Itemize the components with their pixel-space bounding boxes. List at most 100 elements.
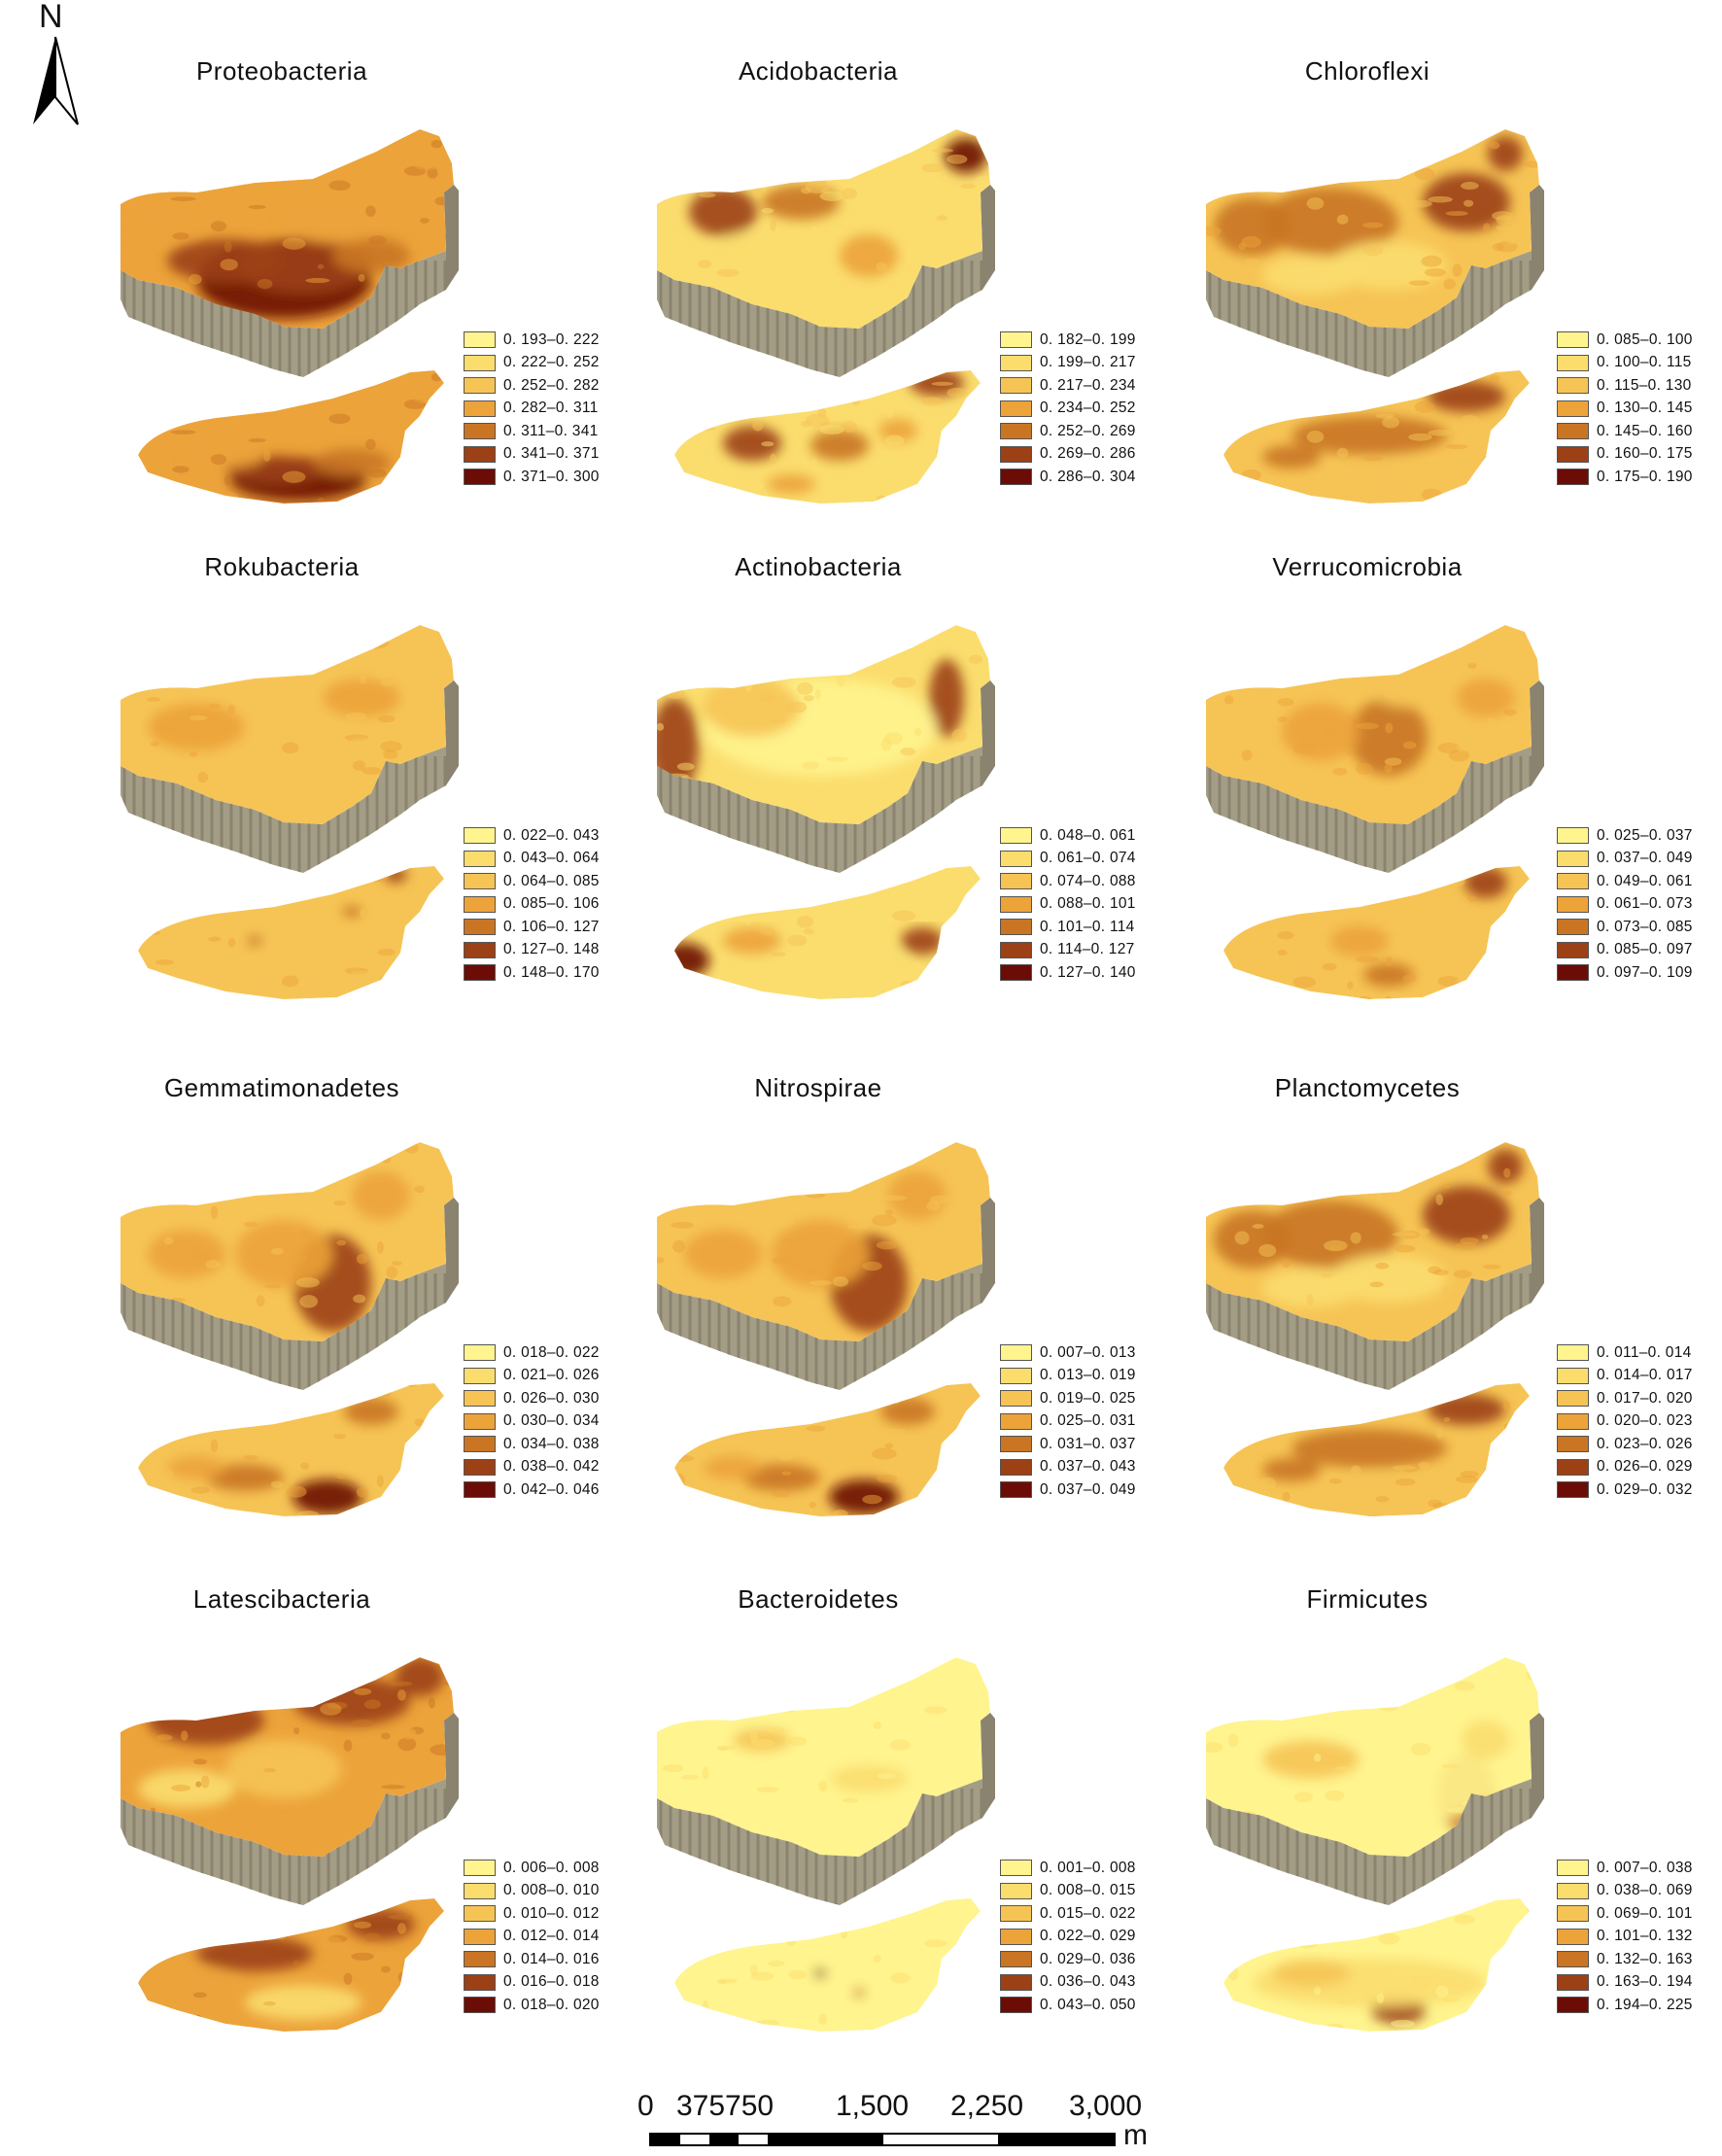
upper-surface [657,625,990,824]
panel-title: Rokubacteria [204,552,360,581]
legend-label: 0. 163–0. 194 [1597,1973,1693,1991]
relief-maps [1206,625,1544,999]
legend-swatch [1000,1481,1032,1499]
legend-swatch [464,895,496,913]
legend-label: 0. 199–0. 217 [1040,354,1136,371]
legend-swatch [1000,469,1032,486]
map-panel: Rokubacteria 0. 022–0. 043 0. 043–0. 064 0.… [117,552,680,1058]
legend-item: 0. 341–0. 371 [464,443,629,467]
map-panel: Firmicutes 0. 007–0. 038 0. 038–0. 069 0. 0… [1202,1584,1722,2090]
legend-item: 0. 013–0. 019 [1000,1365,1165,1388]
legend-swatch [1557,941,1589,958]
legend-item: 0. 222–0. 252 [464,352,629,375]
legend-swatch [1000,1412,1032,1430]
legend-label: 0. 030–0. 034 [503,1412,600,1430]
legend-item: 0. 038–0. 042 [464,1456,629,1479]
legend-item: 0. 085–0. 100 [1557,329,1722,352]
legend-item: 0. 145–0. 160 [1557,420,1722,443]
legend-label: 0. 019–0. 025 [1040,1389,1136,1407]
legend-label: 0. 100–0. 115 [1597,354,1692,371]
panel-title: Chloroflexi [1304,56,1430,86]
relief-maps [1206,1657,1544,2032]
legend-swatch [1557,331,1589,349]
legend-item: 0. 160–0. 175 [1557,443,1722,467]
legend-swatch [1557,873,1589,890]
legend-swatch [464,827,496,845]
north-label: N [39,0,63,35]
legend-label: 0. 061–0. 073 [1597,895,1693,913]
legend-label: 0. 008–0. 015 [1040,1882,1136,1899]
north-arrow-icon [33,36,79,125]
legend-item: 0. 008–0. 010 [464,1880,629,1903]
legend-item: 0. 175–0. 190 [1557,466,1722,489]
legend-swatch [1000,941,1032,958]
block-wall [657,1779,982,1905]
legend: 0. 007–0. 013 0. 013–0. 019 0. 019–0. 025 0… [1000,1341,1165,1502]
legend-label: 0. 127–0. 140 [1040,963,1136,981]
block-wall [121,747,446,873]
legend-swatch [1557,1436,1589,1453]
legend-item: 0. 234–0. 252 [1000,398,1165,421]
block-wall [1206,251,1532,377]
legend-swatch [1000,1951,1032,1968]
legend-item: 0. 049–0. 061 [1557,870,1722,893]
legend-label: 0. 023–0. 026 [1597,1435,1693,1452]
block-wall [1206,1779,1532,1905]
legend-label: 0. 194–0. 225 [1597,1996,1693,2013]
legend-item: 0. 007–0. 038 [1557,1857,1722,1880]
legend-item: 0. 064–0. 085 [464,870,629,893]
legend-item: 0. 199–0. 217 [1000,352,1165,375]
legend-item: 0. 018–0. 020 [464,1994,629,2017]
legend-label: 0. 145–0. 160 [1597,422,1693,439]
upper-surface [1206,625,1539,824]
legend-item: 0. 127–0. 140 [1000,961,1165,985]
legend-swatch [1557,354,1589,371]
legend-label: 0. 008–0. 010 [503,1882,600,1899]
upper-surface [121,129,454,329]
legend-swatch [1557,469,1589,486]
legend-item: 0. 022–0. 043 [464,824,629,848]
legend-label: 0. 088–0. 101 [1040,895,1136,913]
legend-label: 0. 010–0. 012 [503,1904,600,1922]
legend-label: 0. 127–0. 148 [503,941,600,958]
legend-item: 0. 074–0. 088 [1000,870,1165,893]
legend-label: 0. 101–0. 114 [1040,918,1135,935]
map-panel: Proteobacteria 0. 193–0. 222 0. 222–0. 252… [117,56,680,562]
panel-title: Nitrospirae [754,1073,882,1102]
block-wall [121,1264,446,1390]
legend-item: 0. 282–0. 311 [464,398,629,421]
legend-item: 0. 132–0. 163 [1557,1948,1722,1971]
legend-swatch [1000,827,1032,845]
legend-item: 0. 217–0. 234 [1000,374,1165,398]
legend-item: 0. 026–0. 030 [464,1387,629,1410]
scale-label: 2,250 [950,2090,1024,2122]
legend-label: 0. 020–0. 023 [1597,1412,1693,1430]
legend-swatch [464,919,496,936]
relief-maps [657,1657,995,2032]
legend-label: 0. 014–0. 016 [503,1950,600,1967]
legend-swatch [1000,1458,1032,1476]
legend-item: 0. 097–0. 109 [1557,961,1722,985]
legend-item: 0. 043–0. 064 [464,848,629,871]
lower-map [674,1383,981,1516]
legend-swatch [1000,1436,1032,1453]
legend-swatch [1557,850,1589,867]
legend-label: 0. 217–0. 234 [1040,376,1136,394]
legend-swatch [464,1412,496,1430]
legend-label: 0. 012–0. 014 [503,1928,600,1945]
legend-item: 0. 114–0. 127 [1000,939,1165,962]
legend-swatch [464,377,496,395]
scale-label: 3,000 [1069,2090,1143,2122]
legend-swatch [464,445,496,463]
legend-label: 0. 018–0. 020 [503,1996,600,2013]
block-wall [657,251,982,377]
legend-swatch [464,1928,496,1945]
legend-swatch [464,850,496,867]
block-wall [121,251,446,377]
legend-label: 0. 252–0. 282 [503,376,600,394]
panel-title: Gemmatimonadetes [163,1073,400,1102]
legend-item: 0. 286–0. 304 [1000,466,1165,489]
map-panel: Latescibacteria 0. 006–0. 008 0. 008–0. 01… [117,1584,680,2090]
lower-map [1223,1898,1530,2032]
legend-label: 0. 132–0. 163 [1597,1950,1693,1967]
